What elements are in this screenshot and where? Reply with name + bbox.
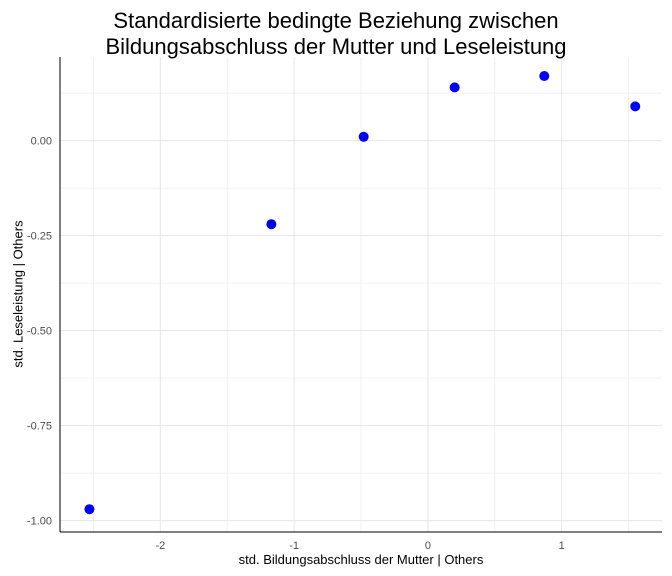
y-tick-label: -0.75: [27, 421, 52, 433]
y-tick-label: -0.25: [27, 231, 52, 243]
minor-gridlines: [60, 57, 662, 532]
x-tick-label: -2: [155, 540, 165, 552]
data-point: [84, 504, 95, 515]
data-points: [84, 71, 641, 515]
y-tick-label: -1.00: [27, 516, 52, 528]
data-point: [449, 82, 460, 93]
data-point: [358, 131, 369, 142]
chart-title-line-2: Bildungsabschluss der Mutter und Leselei…: [105, 34, 567, 59]
chart-title-line-1: Standardisierte bedingte Beziehung zwisc…: [113, 8, 559, 33]
x-tick-label: 0: [425, 540, 431, 552]
data-point: [539, 71, 550, 81]
x-tick-label: -1: [289, 540, 299, 552]
y-tick-label: -0.50: [27, 326, 52, 338]
y-tick-label: 0.00: [31, 136, 52, 148]
data-point: [630, 101, 641, 112]
y-axis-label: std. Leseleistung | Others: [10, 220, 26, 368]
data-point: [266, 219, 277, 230]
x-axis-label: std. Bildungsabschluss der Mutter | Othe…: [238, 552, 484, 567]
major-gridlines: [60, 57, 662, 532]
x-tick-label: 1: [559, 540, 565, 552]
axes: [59, 57, 662, 533]
tick-labels: -2 -1 0 1 -1.00 -0.75 -0.50 -0.25 0.00: [27, 136, 565, 552]
